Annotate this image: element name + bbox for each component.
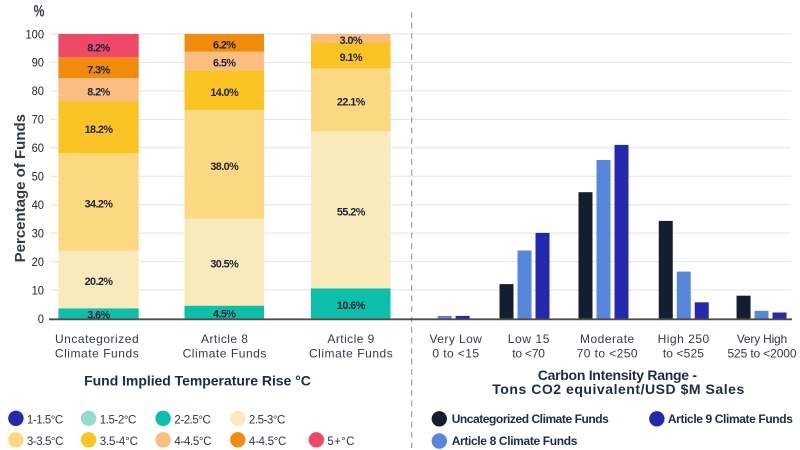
svg-text:55.2%: 55.2% <box>337 206 366 218</box>
svg-text:Very High: Very High <box>737 332 787 346</box>
svg-text:40: 40 <box>32 198 45 212</box>
svg-text:Climate Funds: Climate Funds <box>55 347 139 361</box>
svg-text:Uncategorized Climate Funds: Uncategorized Climate Funds <box>452 412 609 426</box>
svg-text:Article 8 Climate Funds: Article 8 Climate Funds <box>452 434 578 448</box>
svg-text:Carbon Intensity Range -: Carbon Intensity Range - <box>538 367 698 383</box>
svg-text:90: 90 <box>32 56 45 70</box>
svg-text:1.5-2°C: 1.5-2°C <box>100 414 137 426</box>
svg-text:22.1%: 22.1% <box>337 97 366 109</box>
svg-text:80: 80 <box>32 84 45 98</box>
svg-text:34.2%: 34.2% <box>85 199 114 211</box>
svg-text:4-4.5°C: 4-4.5°C <box>249 436 286 448</box>
svg-text:7.3%: 7.3% <box>87 64 110 76</box>
svg-text:38.0%: 38.0% <box>210 161 239 173</box>
svg-text:3.5-4°C: 3.5-4°C <box>100 436 138 448</box>
svg-text:Climate Funds: Climate Funds <box>183 347 267 361</box>
svg-text:20.2%: 20.2% <box>85 276 114 288</box>
svg-text:Article 8: Article 8 <box>201 332 248 346</box>
svg-text:Uncategorized: Uncategorized <box>55 332 139 346</box>
svg-text:3-3.5°C: 3-3.5°C <box>27 436 64 448</box>
svg-text:525 to <2000: 525 to <2000 <box>728 347 797 361</box>
svg-text:4-4.5°C: 4-4.5°C <box>174 436 211 448</box>
svg-text:30.5%: 30.5% <box>210 259 239 271</box>
svg-text:Very Low: Very Low <box>430 332 483 346</box>
svg-text:9.1%: 9.1% <box>340 52 363 64</box>
svg-text:5+°C: 5+°C <box>327 436 354 448</box>
svg-text:14.0%: 14.0% <box>210 87 239 99</box>
svg-text:Article 9 Climate Funds: Article 9 Climate Funds <box>668 412 793 426</box>
svg-text:60: 60 <box>32 141 45 155</box>
svg-text:30: 30 <box>32 226 45 240</box>
svg-text:2-2.5°C: 2-2.5°C <box>174 414 210 426</box>
svg-text:18.2%: 18.2% <box>85 124 114 136</box>
svg-text:1-1.5°C: 1-1.5°C <box>27 414 63 426</box>
svg-text:Moderate: Moderate <box>580 332 635 346</box>
svg-text:Low 15: Low 15 <box>508 332 550 346</box>
svg-text:3.0%: 3.0% <box>340 35 363 47</box>
svg-text:0: 0 <box>38 312 44 326</box>
svg-text:70 to <250: 70 to <250 <box>577 347 638 361</box>
svg-text:Tons CO2 equivalent/USD $M Sal: Tons CO2 equivalent/USD $M Sales <box>492 381 744 397</box>
svg-text:to <525: to <525 <box>663 347 704 361</box>
svg-text:100: 100 <box>26 27 45 41</box>
svg-text:%: % <box>34 3 45 21</box>
svg-text:8.2%: 8.2% <box>87 42 110 54</box>
svg-text:8.2%: 8.2% <box>87 87 110 99</box>
svg-text:50: 50 <box>32 170 45 184</box>
svg-text:4.5%: 4.5% <box>213 308 236 320</box>
svg-text:Article 9: Article 9 <box>327 332 374 346</box>
svg-text:0 to <15: 0 to <15 <box>432 347 479 361</box>
svg-text:2.5-3°C: 2.5-3°C <box>249 414 285 426</box>
svg-text:20: 20 <box>32 255 45 269</box>
svg-text:Climate Funds: Climate Funds <box>309 347 393 361</box>
svg-text:Fund Implied Temperature Rise: Fund Implied Temperature Rise °C <box>84 373 311 389</box>
svg-text:High 250: High 250 <box>658 332 710 346</box>
svg-text:6.5%: 6.5% <box>213 58 236 70</box>
svg-text:Percentage of Funds: Percentage of Funds <box>12 114 29 262</box>
svg-text:70: 70 <box>32 113 45 127</box>
svg-text:3.6%: 3.6% <box>87 309 110 321</box>
svg-text:10: 10 <box>32 283 45 297</box>
svg-text:10.6%: 10.6% <box>337 300 366 312</box>
svg-text:6.2%: 6.2% <box>213 40 236 52</box>
svg-text:to <70: to <70 <box>512 347 545 361</box>
